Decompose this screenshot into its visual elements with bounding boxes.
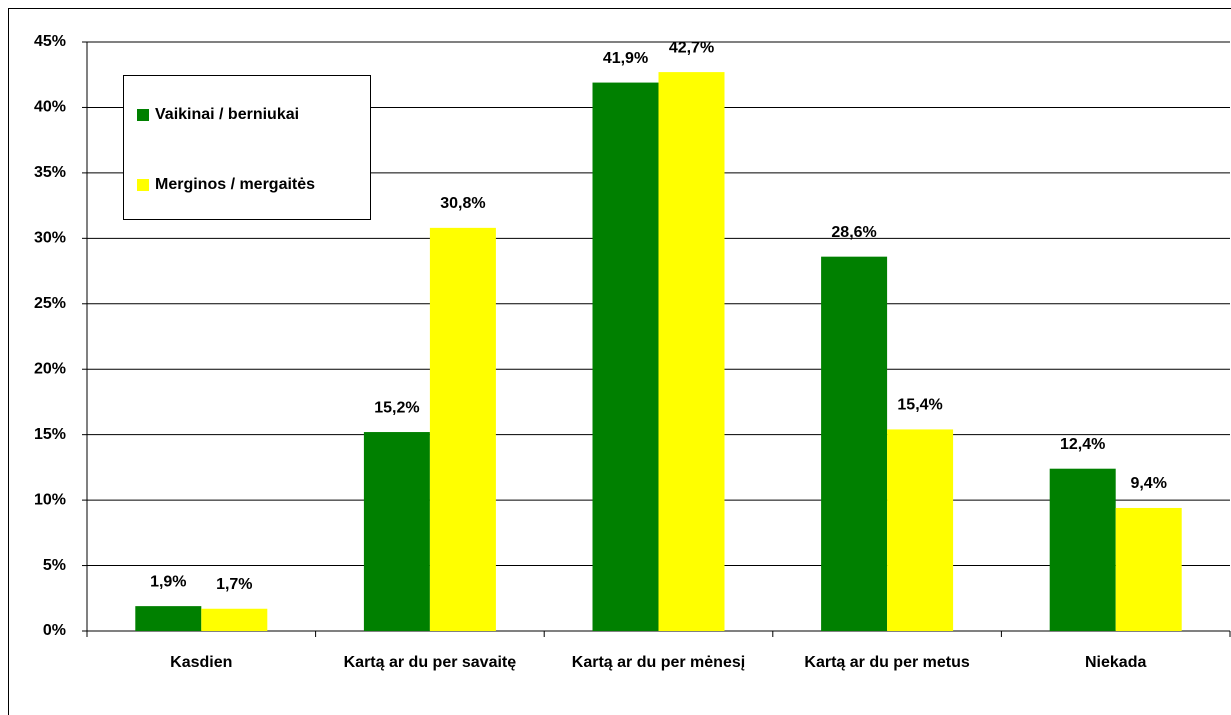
y-tick-label: 10% bbox=[34, 491, 66, 508]
x-tick-label: Kasdien bbox=[170, 654, 232, 671]
y-tick-label: 25% bbox=[34, 295, 66, 312]
bar bbox=[658, 72, 725, 632]
y-tick-label: 40% bbox=[34, 99, 66, 116]
value-label: 1,9% bbox=[150, 573, 186, 590]
value-label: 9,4% bbox=[1130, 475, 1166, 492]
bar bbox=[135, 606, 202, 631]
x-tick-label: Kartą ar du per savaitę bbox=[344, 654, 517, 671]
bar bbox=[821, 256, 888, 631]
y-tick-label: 20% bbox=[34, 360, 66, 377]
value-label: 12,4% bbox=[1060, 436, 1105, 453]
value-label: 42,7% bbox=[669, 39, 714, 56]
bar bbox=[429, 227, 496, 631]
legend-swatch bbox=[137, 179, 149, 191]
bar bbox=[363, 432, 430, 631]
value-label: 1,7% bbox=[216, 576, 252, 593]
y-tick-label: 5% bbox=[43, 557, 66, 574]
y-tick-label: 35% bbox=[34, 164, 66, 181]
value-label: 15,2% bbox=[374, 399, 419, 416]
bar bbox=[1115, 507, 1182, 631]
bar bbox=[201, 608, 268, 631]
value-label: 30,8% bbox=[440, 195, 485, 212]
x-tick-label: Kartą ar du per metus bbox=[804, 654, 969, 671]
y-tick-label: 30% bbox=[34, 230, 66, 247]
bar bbox=[1049, 468, 1116, 631]
x-tick-label: Kartą ar du per mėnesį bbox=[572, 654, 745, 671]
value-label: 15,4% bbox=[897, 397, 942, 414]
bar bbox=[592, 82, 659, 631]
chart-frame bbox=[8, 8, 1231, 715]
legend-swatch bbox=[137, 109, 149, 121]
y-tick-label: 15% bbox=[34, 426, 66, 443]
legend-label: Vaikinai / berniukai bbox=[155, 106, 299, 123]
x-tick-label: Niekada bbox=[1085, 654, 1146, 671]
legend-label: Merginos / mergaitės bbox=[155, 176, 315, 193]
bar bbox=[887, 429, 954, 631]
value-label: 41,9% bbox=[603, 50, 648, 67]
y-tick-label: 45% bbox=[34, 33, 66, 50]
value-label: 28,6% bbox=[831, 224, 876, 241]
legend-box bbox=[123, 75, 371, 220]
y-tick-label: 0% bbox=[43, 622, 66, 639]
